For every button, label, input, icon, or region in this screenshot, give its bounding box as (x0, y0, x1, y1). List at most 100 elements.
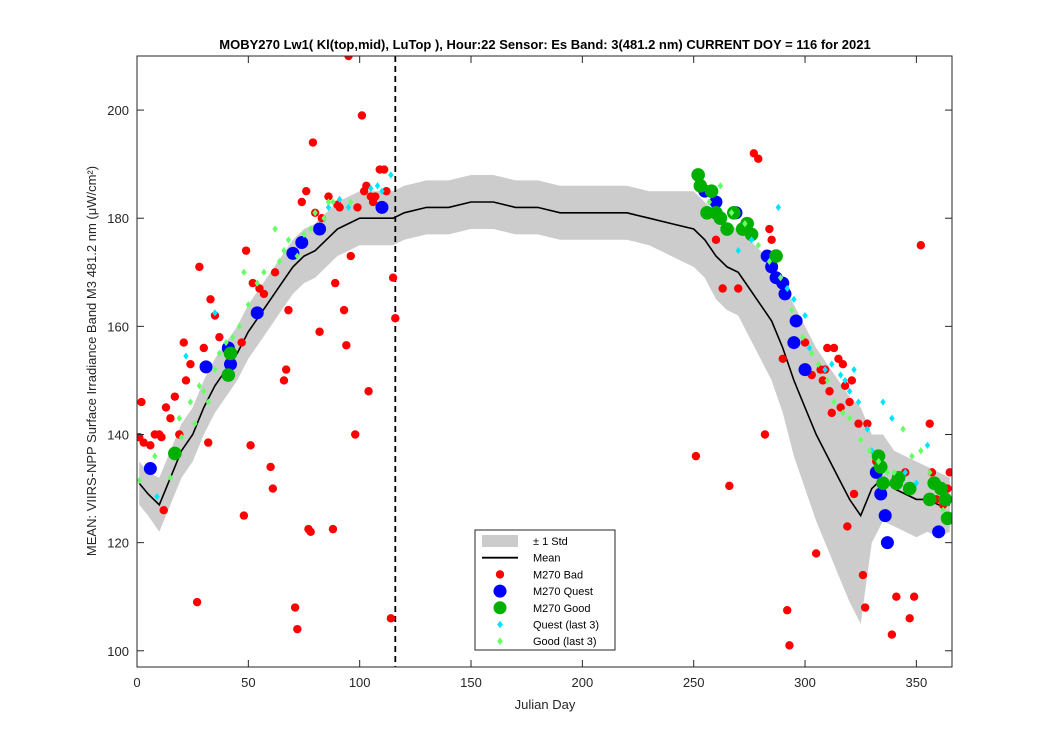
point-bad (854, 419, 863, 428)
point-good-last3 (241, 268, 247, 276)
point-good-last3 (245, 301, 252, 309)
point-good-last3 (167, 474, 174, 482)
point-bad (139, 438, 148, 447)
point-bad (843, 522, 852, 531)
point-bad (181, 376, 191, 385)
point-bad (825, 387, 834, 396)
point-good-last3 (325, 198, 332, 206)
legend-label: ± 1 Std (533, 536, 568, 548)
point-good-last3 (918, 447, 924, 455)
point-quest-last3 (325, 203, 332, 211)
series-quest-last-3 (154, 171, 931, 501)
point-bad (270, 268, 280, 277)
point-bad (778, 354, 787, 363)
point-good-last3 (891, 468, 897, 476)
point-quest-last3 (336, 195, 343, 203)
point-bad (137, 397, 146, 407)
point-quest (709, 195, 723, 209)
point-bad (823, 343, 832, 353)
point-quest (224, 357, 238, 371)
legend-swatch-diamond (497, 620, 503, 629)
point-bad (371, 192, 380, 201)
point-good-last3 (223, 338, 229, 347)
point-quest-last3 (902, 468, 908, 476)
point-good-last3 (192, 420, 198, 428)
y-tick-label: 140 (107, 427, 129, 442)
point-good (871, 449, 886, 463)
point-good-last3 (272, 225, 278, 233)
point-quest-last3 (806, 344, 813, 352)
point-bad (754, 154, 763, 163)
point-bad (711, 235, 721, 245)
point-good-last3 (717, 182, 724, 190)
legend-label: M270 Bad (533, 569, 583, 581)
point-bad (206, 295, 215, 304)
x-tick-label: 200 (572, 675, 594, 690)
plot-area (136, 55, 953, 668)
point-good-last3 (261, 268, 267, 276)
point-good-last3 (866, 447, 873, 455)
point-good-last3 (824, 376, 831, 385)
point-good-last3 (294, 252, 301, 260)
point-good-last3 (900, 425, 906, 433)
legend-swatch-diamond (497, 637, 503, 645)
point-good-last3 (301, 230, 307, 239)
point-bad (909, 592, 919, 601)
point-quest-last3 (775, 203, 782, 211)
point-bad (785, 641, 794, 650)
legend-item: M270 Bad (495, 569, 583, 581)
point-good (938, 492, 952, 507)
point-bad (344, 56, 353, 61)
point-quest-last3 (379, 187, 385, 195)
point-good-last3 (766, 257, 773, 266)
point-good-last3 (788, 306, 795, 314)
legend-item: Mean (482, 553, 561, 565)
point-good (693, 178, 708, 193)
point-bad (335, 203, 344, 212)
point-bad (186, 360, 195, 369)
point-quest (932, 525, 946, 539)
point-bad (691, 451, 701, 461)
point-bad (916, 241, 926, 250)
point-quest-last3 (212, 309, 218, 317)
point-good-last3 (321, 214, 327, 222)
point-bad (849, 489, 859, 499)
point-quest-last3 (388, 171, 394, 179)
point-good-last3 (777, 274, 784, 282)
x-tick-label: 250 (683, 675, 705, 690)
legend: ± 1 Std Mean M270 Bad M270 Quest M270 Good Qu… (474, 529, 616, 651)
x-tick-label: 100 (349, 675, 371, 690)
point-bad (259, 289, 269, 299)
point-quest-last3 (154, 493, 160, 501)
point-quest-last3 (735, 247, 741, 255)
y-tick-label: 160 (107, 319, 129, 334)
point-good (713, 211, 728, 226)
point-quest-last3 (855, 398, 862, 406)
y-axis-label: MEAN: VIIRS-NPP Surface Irradiance Band … (84, 166, 99, 556)
point-good (922, 492, 937, 507)
y-tick-label: 120 (107, 536, 129, 551)
point-bad (308, 138, 318, 147)
point-quest-last3 (822, 366, 828, 374)
point-bad (204, 438, 213, 447)
point-good-last3 (840, 409, 846, 417)
point-quest-last3 (791, 295, 797, 303)
point-bad (827, 408, 836, 418)
point-bad (342, 341, 351, 350)
point-quest (878, 509, 892, 523)
point-bad (845, 397, 854, 407)
point-bad (268, 484, 278, 493)
point-bad (818, 376, 828, 385)
point-good (168, 446, 182, 461)
point-good (704, 184, 719, 198)
series-m270-quest (143, 184, 946, 550)
point-good-last3 (884, 468, 891, 476)
point-bad (237, 338, 246, 347)
point-quest (295, 236, 309, 250)
point-bad (860, 603, 870, 612)
point-quest-last3 (851, 366, 857, 374)
point-bad (290, 603, 300, 612)
point-good-last3 (755, 241, 761, 249)
x-axis: 0 50 100 150 200 250 300 350 (133, 56, 927, 690)
point-good-last3 (216, 349, 223, 357)
